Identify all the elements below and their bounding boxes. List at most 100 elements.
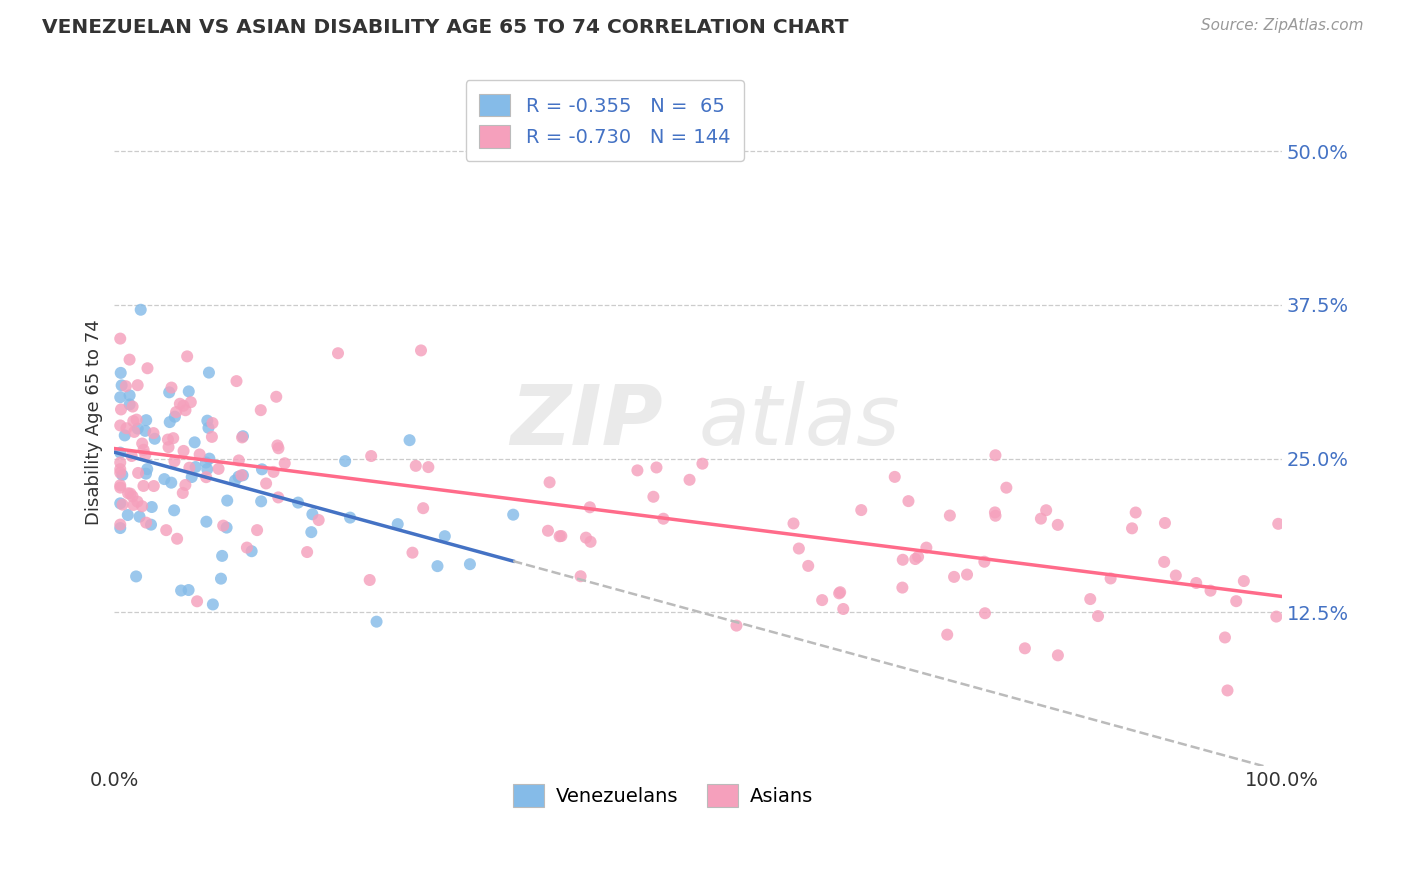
- Point: [122, 425, 145, 439]
- Point: [157, 440, 180, 454]
- Point: [782, 516, 804, 531]
- Point: [974, 606, 997, 620]
- Point: [111, 498, 134, 512]
- Point: [217, 493, 239, 508]
- Point: [832, 602, 855, 616]
- Point: [787, 541, 810, 556]
- Point: [579, 500, 602, 515]
- Point: [215, 520, 238, 534]
- Point: [160, 381, 183, 395]
- Point: [973, 555, 995, 569]
- Point: [308, 513, 330, 527]
- Point: [830, 585, 852, 599]
- Point: [797, 558, 820, 573]
- Point: [155, 523, 177, 537]
- Point: [129, 302, 152, 317]
- Point: [851, 503, 873, 517]
- Point: [211, 549, 233, 563]
- Point: [118, 397, 141, 411]
- Point: [159, 415, 181, 429]
- Point: [725, 618, 748, 632]
- Point: [128, 509, 150, 524]
- Point: [127, 494, 149, 508]
- Point: [1199, 583, 1222, 598]
- Point: [195, 515, 218, 529]
- Point: [110, 481, 132, 495]
- Point: [891, 553, 914, 567]
- Point: [1225, 594, 1247, 608]
- Point: [195, 414, 218, 428]
- Point: [110, 456, 132, 470]
- Point: [120, 486, 142, 500]
- Point: [828, 586, 851, 600]
- Point: [132, 479, 155, 493]
- Point: [1185, 576, 1208, 591]
- Point: [110, 390, 132, 404]
- Point: [110, 521, 132, 535]
- Point: [186, 594, 208, 608]
- Point: [173, 444, 195, 458]
- Point: [127, 378, 149, 392]
- Point: [550, 529, 572, 543]
- Point: [287, 495, 309, 509]
- Point: [883, 470, 905, 484]
- Point: [240, 544, 263, 558]
- Point: [915, 541, 938, 555]
- Point: [1153, 555, 1175, 569]
- Point: [224, 474, 246, 488]
- Point: [299, 525, 322, 540]
- Point: [228, 469, 250, 483]
- Point: [117, 508, 139, 522]
- Point: [405, 458, 427, 473]
- Point: [135, 467, 157, 481]
- Point: [1046, 648, 1069, 663]
- Point: [188, 447, 211, 461]
- Point: [936, 627, 959, 641]
- Point: [184, 460, 207, 475]
- Point: [891, 581, 914, 595]
- Point: [1099, 572, 1122, 586]
- Point: [231, 430, 253, 444]
- Point: [418, 460, 440, 475]
- Point: [250, 494, 273, 508]
- Point: [548, 529, 571, 543]
- Point: [236, 541, 259, 555]
- Point: [254, 476, 277, 491]
- Point: [166, 532, 188, 546]
- Point: [995, 481, 1018, 495]
- Point: [1213, 631, 1236, 645]
- Point: [264, 390, 287, 404]
- Point: [232, 468, 254, 483]
- Point: [183, 435, 205, 450]
- Point: [207, 462, 229, 476]
- Point: [643, 490, 665, 504]
- Point: [172, 486, 194, 500]
- Point: [225, 374, 247, 388]
- Point: [122, 498, 145, 512]
- Point: [132, 442, 155, 457]
- Point: [176, 350, 198, 364]
- Text: ZIP: ZIP: [510, 381, 664, 462]
- Point: [360, 449, 382, 463]
- Point: [135, 413, 157, 427]
- Point: [907, 549, 929, 564]
- Point: [174, 403, 197, 417]
- Point: [537, 524, 560, 538]
- Y-axis label: Disability Age 65 to 74: Disability Age 65 to 74: [86, 318, 103, 524]
- Point: [626, 463, 648, 477]
- Point: [1267, 516, 1289, 531]
- Point: [1164, 568, 1187, 582]
- Point: [458, 557, 481, 571]
- Point: [956, 567, 979, 582]
- Point: [169, 397, 191, 411]
- Point: [1029, 511, 1052, 525]
- Point: [692, 457, 714, 471]
- Point: [180, 395, 202, 409]
- Point: [110, 496, 132, 510]
- Point: [110, 402, 132, 417]
- Point: [157, 385, 180, 400]
- Point: [194, 456, 217, 470]
- Legend: Venezuelans, Asians: Venezuelans, Asians: [505, 777, 821, 814]
- Point: [122, 414, 145, 428]
- Point: [266, 438, 288, 452]
